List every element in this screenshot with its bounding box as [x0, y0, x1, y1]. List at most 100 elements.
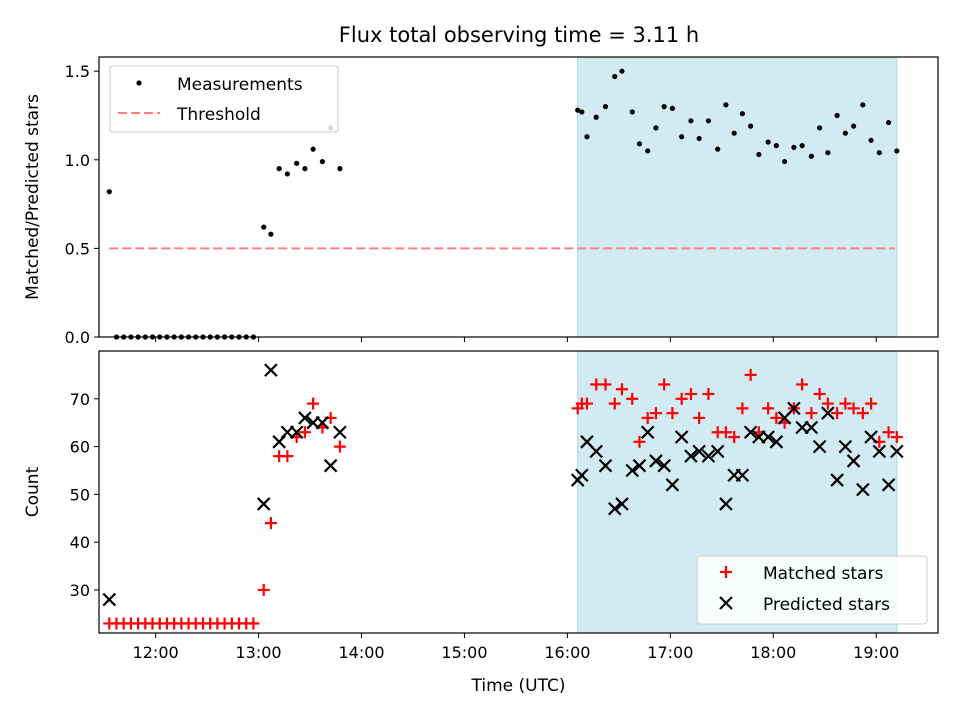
matched-point [307, 397, 320, 410]
predicted-point [787, 401, 801, 416]
x-tick-label: 12:00 [133, 643, 179, 662]
matched-point [839, 397, 852, 410]
predicted-point [881, 478, 896, 492]
matched-point [684, 388, 697, 401]
matched-point [847, 402, 860, 415]
predicted-point [598, 458, 613, 473]
predicted-point [743, 425, 758, 440]
measurement-point [310, 146, 316, 152]
measurement-point [715, 146, 721, 152]
measurement-point [575, 107, 581, 113]
predicted-point [846, 454, 861, 468]
x-axis-label: Time (UTC) [471, 676, 566, 696]
ratio-ticks: 0.0 0.5 1.0 1.5 [65, 62, 877, 347]
measurement-point [808, 153, 814, 159]
ratio-panel: 0.0 0.5 1.0 1.5 Matched/Predicted stars Mea… [23, 56, 939, 347]
measurement-point [860, 102, 866, 108]
predicted-point [856, 482, 870, 497]
legend-matched-label: Matched stars [763, 564, 883, 584]
predicted-point [657, 458, 671, 473]
predicted-point [589, 444, 604, 459]
predicted-point [830, 473, 844, 487]
predicted-point [264, 363, 278, 377]
measurement-point [885, 119, 892, 126]
measurement-point [337, 166, 343, 172]
measurement-point [876, 150, 882, 156]
y-tick-label: 0.0 [65, 328, 90, 347]
measurement-point [593, 114, 599, 120]
matched-point [675, 392, 688, 405]
measurement-point [748, 123, 754, 129]
matched-point [762, 402, 775, 415]
predicted-point [804, 420, 819, 435]
count-y-axis-label: Count [23, 466, 43, 517]
measurement-point [294, 160, 300, 166]
predicted-point [769, 435, 784, 449]
predicted-point [674, 430, 689, 444]
measurement-point [817, 125, 823, 131]
measurement-point [679, 134, 685, 140]
measurement-point [825, 150, 831, 156]
measurement-point [276, 166, 282, 172]
observing-window-shade [577, 56, 898, 338]
matched-point [599, 378, 612, 391]
predicted-point [256, 497, 271, 511]
matched-point [281, 450, 294, 463]
measurement-point [842, 130, 848, 136]
predicted-point [632, 458, 647, 473]
count-panel: 30 40 50 60 70 12:00 13:00 14:00 15:00 16:00 17:00… [23, 350, 939, 696]
matched-point [649, 407, 662, 420]
matched-point [333, 440, 346, 453]
measurement-point [579, 109, 585, 115]
predicted-point [298, 411, 312, 425]
measurement-point [319, 158, 325, 165]
measurement-point [894, 148, 900, 154]
predicted-point [872, 444, 887, 459]
matched-point [796, 378, 809, 391]
measurement-point [799, 143, 805, 149]
predicted-point [575, 468, 589, 483]
measurement-point [850, 123, 857, 129]
matched-point [615, 383, 628, 396]
legend-threshold-label: Threshold [176, 105, 261, 125]
matched-point [865, 397, 878, 410]
predicted-point [607, 501, 622, 516]
predicted-point [315, 415, 330, 430]
measurement-point [782, 158, 788, 165]
matched-point [728, 431, 741, 444]
measurement-point [868, 137, 874, 143]
measurement-point [261, 224, 267, 230]
ratio-axes-frame [98, 56, 939, 338]
measurement-point [661, 104, 667, 110]
measurement-point [773, 143, 779, 149]
legend-measurement-marker [136, 80, 142, 86]
measurement-point [765, 139, 771, 145]
y-tick-label: 1.0 [65, 151, 90, 170]
legend-measurements-label: Measurements [177, 75, 303, 95]
predicted-point [640, 425, 655, 440]
count-points [102, 363, 904, 630]
predicted-point [684, 449, 698, 463]
predicted-point [838, 439, 853, 454]
measurement-point [268, 231, 274, 237]
predicted-point [864, 430, 878, 444]
measurement-point [791, 144, 797, 150]
measurement-point [739, 111, 746, 117]
y-tick-label: 0.5 [65, 239, 90, 258]
x-tick-label: 14:00 [338, 643, 384, 662]
matched-point [770, 411, 783, 424]
measurement-point [834, 112, 840, 119]
predicted-point [289, 425, 304, 440]
matched-point [736, 402, 749, 415]
matched-point [702, 388, 715, 401]
chart-title: Flux total observing time = 3.11 h [339, 23, 699, 47]
count-axes-frame [98, 350, 939, 634]
matched-point [821, 397, 834, 410]
predicted-point [625, 463, 640, 478]
matched-point [856, 407, 869, 420]
measurement-point [602, 104, 609, 110]
count-ticks: 30 40 50 60 70 12:00 13:00 14:00 15:00 16:00 17:00… [70, 390, 900, 662]
legend-predicted-label: Predicted stars [763, 595, 890, 615]
predicted-point [649, 454, 663, 468]
